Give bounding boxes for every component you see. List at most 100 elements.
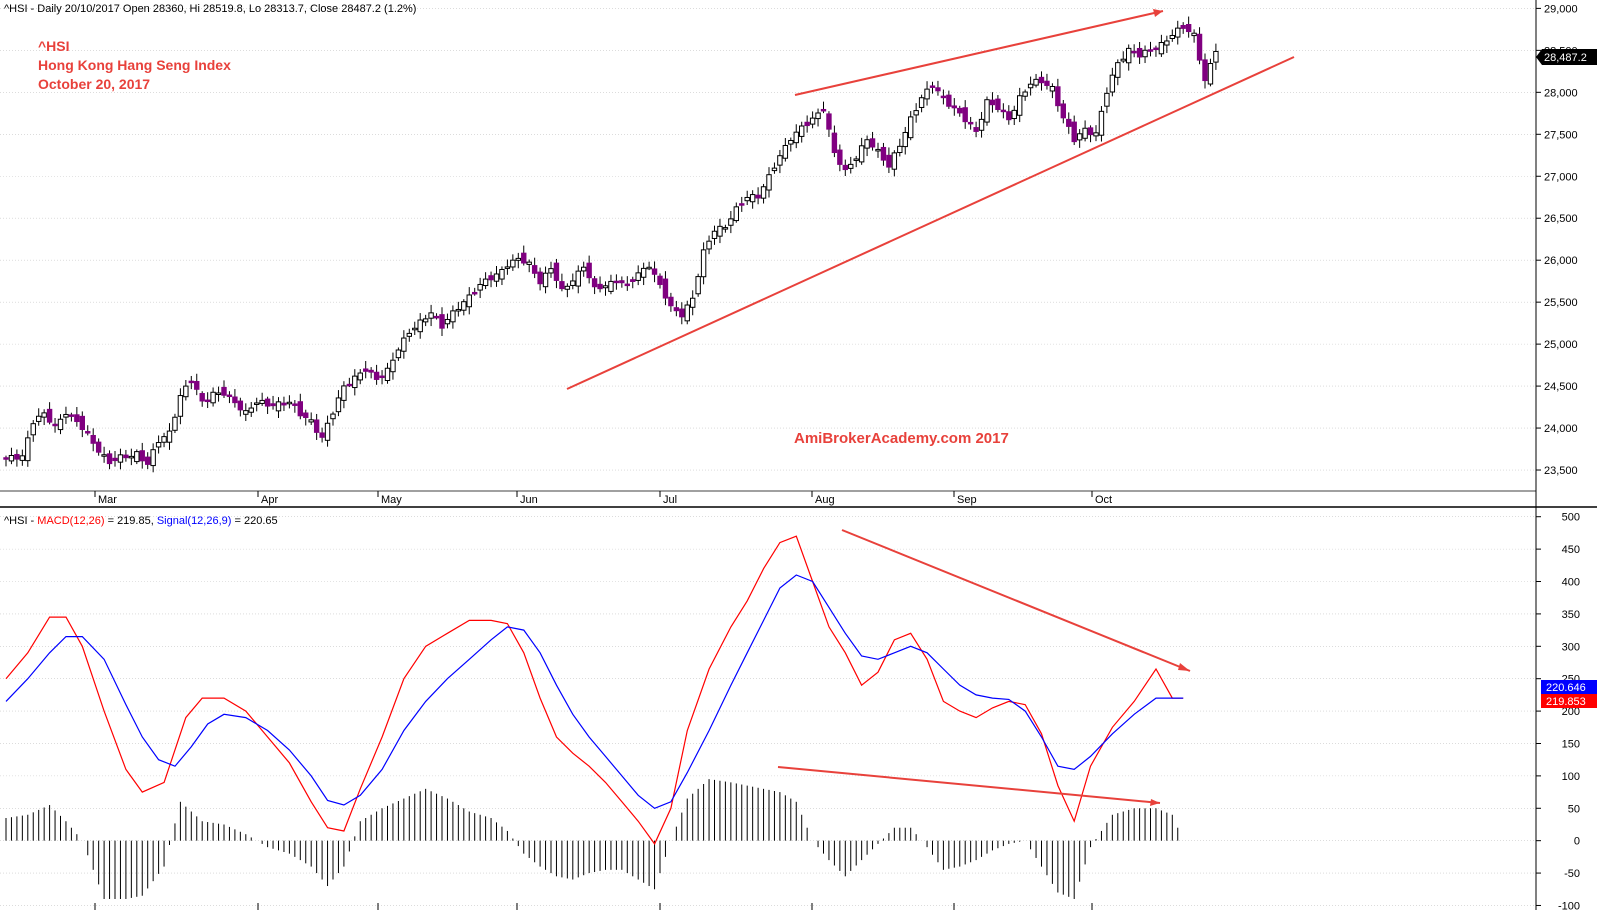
candle-down <box>973 127 979 132</box>
candle-down <box>886 154 892 168</box>
candle-down <box>472 291 478 295</box>
candle-up <box>684 304 690 322</box>
candle-up <box>57 418 64 431</box>
resistance-arrow-head <box>1153 9 1163 17</box>
candle-up <box>395 349 402 359</box>
title-date: October 20, 2017 <box>38 76 150 92</box>
macd-lower-arrow-head <box>1150 799 1160 806</box>
candle-down <box>226 394 233 398</box>
candle-down <box>940 95 947 99</box>
watermark: AmiBrokerAcademy.com 2017 <box>794 430 1009 447</box>
candle-up <box>515 257 521 261</box>
candle-up <box>858 145 865 163</box>
candle-down <box>1060 103 1066 119</box>
candle-up <box>809 117 816 125</box>
title-name: Hong Kong Hang Seng Index <box>38 57 231 73</box>
candle-up <box>1093 132 1099 137</box>
candle-up <box>1076 133 1083 141</box>
macd-header: ^HSI - MACD(12,26) = 219.85, Signal(12,2… <box>4 515 278 527</box>
month-tick-label: Jun <box>520 494 538 506</box>
candle-up <box>744 196 750 202</box>
support-trendline <box>566 56 1295 390</box>
candle-down <box>651 268 658 275</box>
candle-up <box>401 337 407 352</box>
candle-up <box>777 155 783 166</box>
candle-down <box>679 308 685 318</box>
candle-up <box>357 372 363 381</box>
candle-up <box>161 436 167 443</box>
candle-down <box>673 307 680 312</box>
candle-up <box>602 285 609 289</box>
candle-up <box>690 297 696 308</box>
candle-down <box>313 419 320 433</box>
candle-up <box>924 88 930 100</box>
candle-up <box>793 131 799 144</box>
candle-up <box>848 163 854 169</box>
month-tick-label: Aug <box>815 494 835 506</box>
candle-down <box>1196 33 1203 61</box>
candle-up <box>1213 50 1219 63</box>
candle-down <box>368 369 374 373</box>
candle-up <box>635 272 641 281</box>
macd-tick-label: 500 <box>1562 512 1580 524</box>
candle-up <box>215 392 222 395</box>
candle-up <box>352 375 358 389</box>
candle-up <box>450 310 456 323</box>
candle-down <box>237 400 244 411</box>
candle-up <box>510 259 516 268</box>
candle-up <box>210 391 216 404</box>
candle-down <box>935 87 941 92</box>
candle-down <box>989 99 996 106</box>
candle-up <box>570 280 576 286</box>
candle-up <box>499 268 505 280</box>
candle-down <box>1006 111 1012 121</box>
candle-down <box>281 402 287 406</box>
macd-histogram <box>5 779 1179 899</box>
candle-up <box>101 454 107 457</box>
price-header: ^HSI - Daily 20/10/2017 Open 28360, Hi 2… <box>4 3 416 15</box>
candle-down <box>1066 118 1072 127</box>
candle-up <box>908 116 914 139</box>
candle-down <box>346 383 353 387</box>
candle-up <box>335 397 342 413</box>
candle-down <box>188 380 195 384</box>
candle-up <box>728 218 734 226</box>
month-tick-label: Oct <box>1095 494 1112 506</box>
candle-down <box>869 138 876 148</box>
signal-line <box>5 574 1184 809</box>
candle-down <box>755 194 761 199</box>
candle-down <box>630 279 636 282</box>
candle-down <box>586 262 592 279</box>
candle-up <box>330 413 336 420</box>
candle-up <box>41 412 47 418</box>
candle-down <box>553 262 560 281</box>
candle-down <box>46 408 53 423</box>
candle-down <box>297 401 304 417</box>
price-tick-label: 23,500 <box>1544 465 1578 477</box>
candle-up <box>117 454 124 463</box>
candle-down <box>1000 109 1007 113</box>
candle-down <box>1044 80 1050 86</box>
candle-up <box>1109 74 1116 93</box>
candle-down <box>946 94 952 107</box>
candle-up <box>63 413 69 418</box>
price-candles <box>3 16 1219 473</box>
candle-down <box>837 149 843 165</box>
candle-up <box>1169 34 1175 40</box>
candle-down <box>967 121 974 125</box>
candle-up <box>788 139 794 145</box>
candle-up <box>504 266 511 269</box>
candle-up <box>1126 47 1132 64</box>
candle-up <box>733 206 739 222</box>
candle-down <box>995 98 1001 110</box>
macd-header-prefix: ^HSI - <box>4 515 37 527</box>
candle-up <box>722 227 729 230</box>
resistance-trendline <box>794 10 1164 96</box>
price-tick-label: 28,000 <box>1544 87 1578 99</box>
candle-up <box>150 449 156 467</box>
candle-up <box>36 415 42 422</box>
candle-down <box>433 315 440 319</box>
candle-down <box>624 283 630 287</box>
candle-up <box>128 455 135 459</box>
